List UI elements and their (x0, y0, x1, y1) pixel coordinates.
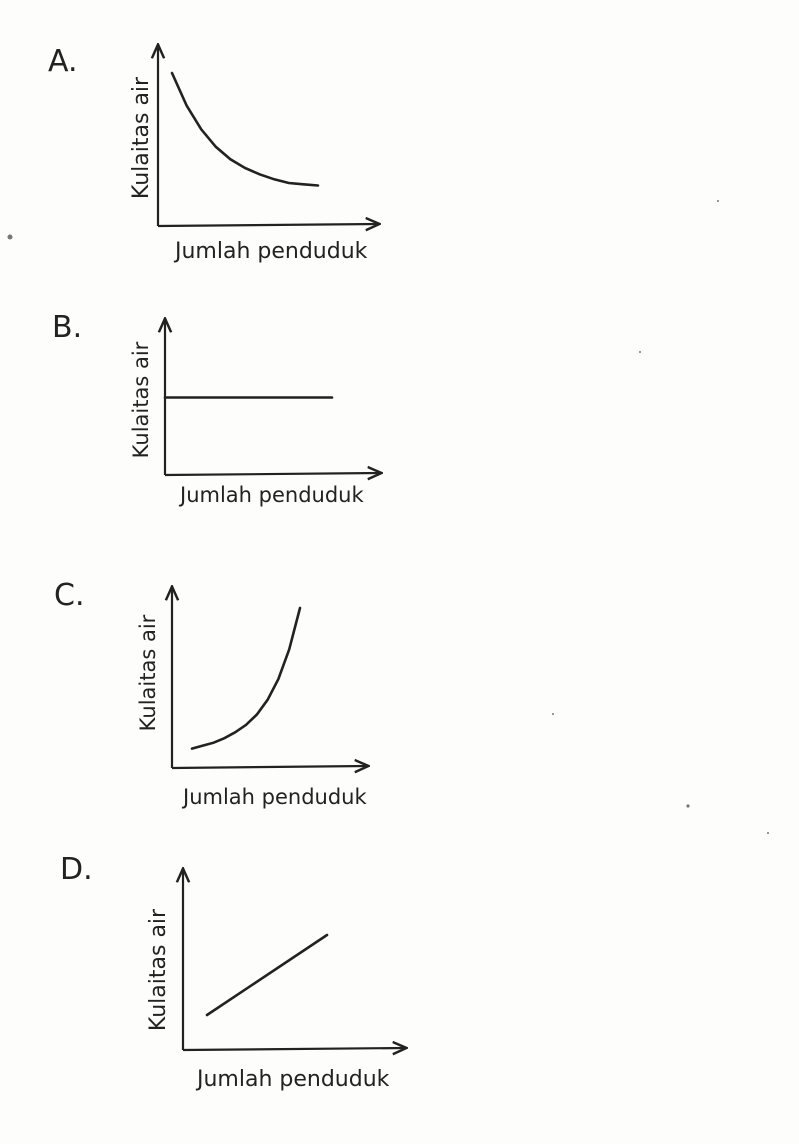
option-a-letter[interactable]: A. (48, 44, 78, 79)
curve-line (170, 71, 320, 187)
x-axis-label: Jumlah penduduk (178, 483, 364, 507)
option-c-letter[interactable]: C. (54, 578, 85, 613)
y-axis-label: Kulaitas air (129, 76, 154, 199)
x-axis (164, 473, 380, 475)
option-a-graph: Kulaitas air Jumlah penduduk (129, 38, 420, 264)
option-d-letter[interactable]: D. (60, 852, 93, 887)
y-axis-label: Kulaitas air (129, 341, 153, 458)
x-axis (182, 1048, 405, 1050)
y-axis-label: Kulaitas air (136, 614, 160, 731)
curve-line (205, 933, 329, 1017)
option-b-graph: Kulaitas air Jumlah penduduk (129, 310, 430, 507)
y-axis-label: Kulaitas air (146, 908, 171, 1031)
x-axis-label: Jumlah penduduk (195, 1067, 390, 1092)
option-b-letter[interactable]: B. (52, 310, 83, 345)
x-axis (157, 224, 378, 226)
x-axis-label: Jumlah penduduk (181, 785, 367, 809)
x-axis (171, 766, 367, 768)
option-d-graph: Kulaitas air Jumlah penduduk (146, 860, 445, 1092)
x-axis-label: Jumlah penduduk (173, 239, 368, 264)
curve-line (190, 606, 302, 750)
option-c-graph: Kulaitas air Jumlah penduduk (136, 578, 425, 809)
